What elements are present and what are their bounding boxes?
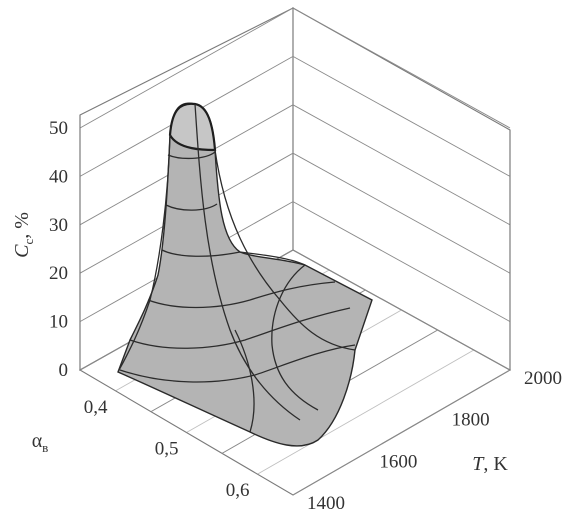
contour-3 [161, 249, 306, 266]
x-tick-label: 1800 [452, 410, 490, 431]
z-gridline [79, 55, 511, 177]
contour-2 [165, 203, 218, 211]
z-tick-label: 0 [59, 360, 69, 381]
z-gridline [79, 152, 511, 274]
contour-6 [119, 344, 356, 383]
z-gridline [79, 104, 511, 226]
z-tick-label: 30 [49, 215, 68, 236]
ridge-line-4 [234, 329, 255, 433]
y-tick-label: 0,4 [84, 397, 108, 418]
contour-4 [147, 281, 336, 309]
y-tick-label: 0,5 [155, 439, 179, 460]
z-tick-label: 50 [49, 118, 68, 139]
contour-5 [129, 307, 351, 349]
z-axis-title: Cc, % [11, 212, 36, 258]
contour-1 [167, 151, 216, 160]
x-tick-label: 1400 [307, 493, 345, 514]
z-tick-label: 40 [49, 166, 68, 187]
ridge-line-5 [271, 264, 319, 411]
z-tick-label: 10 [49, 312, 68, 333]
floor-gridline-alpha [257, 349, 475, 475]
x-axis-title: T, K [472, 453, 508, 475]
z-tick-label: 20 [49, 263, 68, 284]
z-gridline [79, 201, 511, 322]
x-tick-label: 1600 [379, 451, 417, 472]
ridge-line-2 [214, 149, 356, 351]
surface-cap [168, 102, 217, 152]
tick-labels: 0 10 20 30 40 50 1400 1600 1800 2000 0,4 0,5 0,6 [49, 118, 562, 514]
y-axis-title: αв [32, 430, 49, 455]
ridge-line-1 [194, 103, 301, 421]
z-gridline [79, 7, 511, 129]
surface-body [117, 102, 373, 447]
front-edges [79, 115, 511, 370]
ridge-line-3 [117, 134, 171, 373]
y-tick-label: 0,6 [226, 480, 250, 501]
surface [117, 102, 373, 447]
x-tick-label: 2000 [524, 368, 562, 389]
floor-gridline-alpha [292, 369, 511, 496]
